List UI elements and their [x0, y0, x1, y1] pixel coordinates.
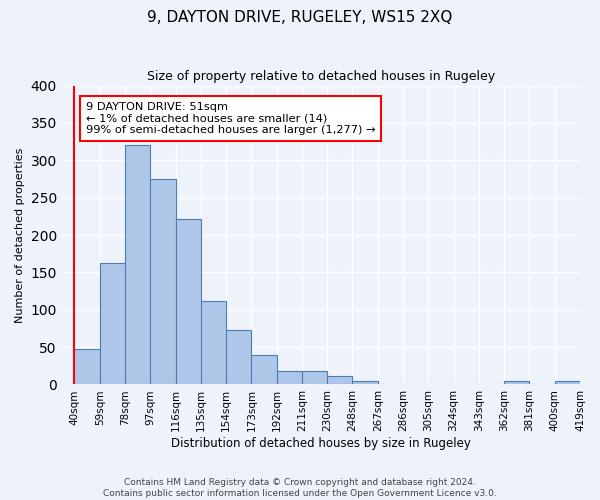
Text: 9 DAYTON DRIVE: 51sqm
← 1% of detached houses are smaller (14)
99% of semi-detac: 9 DAYTON DRIVE: 51sqm ← 1% of detached h… [86, 102, 376, 135]
Bar [302, 371, 327, 384]
Bar [251, 356, 277, 384]
Bar [176, 218, 201, 384]
Bar [125, 146, 150, 384]
Bar [504, 380, 529, 384]
Bar [352, 380, 378, 384]
Bar [555, 380, 580, 384]
Text: 9, DAYTON DRIVE, RUGELEY, WS15 2XQ: 9, DAYTON DRIVE, RUGELEY, WS15 2XQ [148, 10, 452, 25]
X-axis label: Distribution of detached houses by size in Rugeley: Distribution of detached houses by size … [171, 437, 471, 450]
Bar [226, 330, 251, 384]
Bar [74, 348, 100, 384]
Bar [277, 371, 302, 384]
Title: Size of property relative to detached houses in Rugeley: Size of property relative to detached ho… [147, 70, 495, 83]
Bar [150, 179, 176, 384]
Bar [201, 301, 226, 384]
Y-axis label: Number of detached properties: Number of detached properties [15, 148, 25, 322]
Bar [327, 376, 352, 384]
Bar [100, 262, 125, 384]
Text: Contains HM Land Registry data © Crown copyright and database right 2024.
Contai: Contains HM Land Registry data © Crown c… [103, 478, 497, 498]
